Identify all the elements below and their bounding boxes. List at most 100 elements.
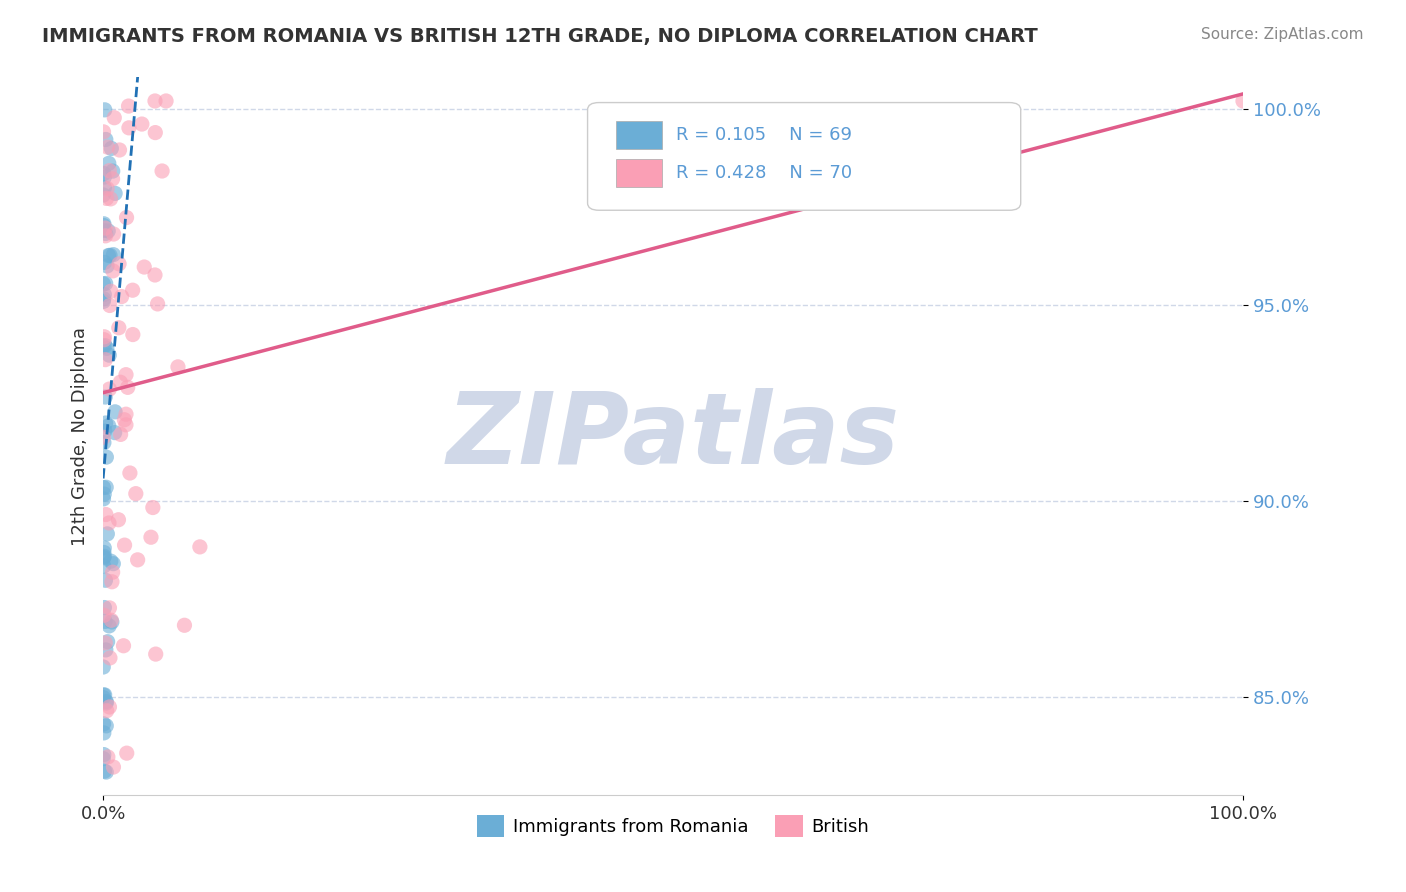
British: [108, 143, 131, 157]
Immigrants from Romania: [93, 600, 115, 615]
Immigrants from Romania: [96, 342, 118, 356]
Immigrants from Romania: [93, 487, 115, 501]
Immigrants from Romania: [94, 227, 117, 241]
British: [108, 257, 131, 271]
Immigrants from Romania: [103, 248, 125, 262]
Immigrants from Romania: [93, 558, 115, 573]
British: [110, 289, 132, 303]
British: [98, 651, 121, 665]
Immigrants from Romania: [93, 223, 115, 237]
British: [118, 120, 141, 135]
British: [94, 228, 117, 243]
British: [93, 330, 115, 344]
Legend: Immigrants from Romania, British: Immigrants from Romania, British: [470, 807, 876, 844]
British: [93, 333, 115, 347]
Immigrants from Romania: [101, 164, 124, 178]
Text: R = 0.428    N = 70: R = 0.428 N = 70: [676, 164, 852, 182]
British: [101, 172, 124, 186]
Text: IMMIGRANTS FROM ROMANIA VS BRITISH 12TH GRADE, NO DIPLOMA CORRELATION CHART: IMMIGRANTS FROM ROMANIA VS BRITISH 12TH …: [42, 27, 1038, 45]
Immigrants from Romania: [93, 688, 115, 702]
Immigrants from Romania: [100, 554, 122, 568]
Immigrants from Romania: [93, 339, 115, 353]
Immigrants from Romania: [94, 424, 117, 438]
Immigrants from Romania: [98, 248, 121, 262]
British: [110, 427, 132, 442]
British: [98, 163, 121, 178]
Immigrants from Romania: [93, 491, 115, 506]
British: [118, 466, 141, 480]
Immigrants from Romania: [96, 765, 118, 780]
British: [93, 125, 115, 139]
Immigrants from Romania: [96, 696, 118, 710]
British: [96, 191, 118, 205]
Immigrants from Romania: [93, 549, 115, 564]
Immigrants from Romania: [96, 259, 118, 273]
Text: ZIPatlas: ZIPatlas: [447, 388, 900, 485]
Immigrants from Romania: [97, 224, 120, 238]
Immigrants from Romania: [93, 688, 115, 702]
British: [94, 508, 117, 522]
Immigrants from Romania: [93, 541, 115, 555]
Immigrants from Romania: [93, 716, 115, 731]
British: [101, 574, 124, 589]
British: [100, 192, 122, 206]
British: [98, 600, 121, 615]
Immigrants from Romania: [93, 726, 115, 740]
Immigrants from Romania: [93, 481, 115, 495]
FancyBboxPatch shape: [616, 159, 662, 187]
Immigrants from Romania: [93, 170, 115, 185]
British: [155, 94, 177, 108]
British: [1232, 94, 1254, 108]
Immigrants from Romania: [96, 450, 118, 464]
British: [112, 639, 135, 653]
British: [114, 538, 136, 552]
British: [143, 126, 166, 140]
British: [117, 99, 139, 113]
British: [101, 264, 124, 278]
Immigrants from Romania: [98, 619, 121, 633]
Immigrants from Romania: [104, 425, 127, 440]
Immigrants from Romania: [96, 719, 118, 733]
Immigrants from Romania: [94, 643, 117, 657]
Immigrants from Romania: [101, 615, 124, 629]
British: [125, 486, 148, 500]
Immigrants from Romania: [93, 103, 115, 117]
British: [96, 181, 118, 195]
British: [96, 140, 118, 154]
British: [100, 613, 122, 627]
Immigrants from Romania: [91, 751, 114, 765]
British: [167, 359, 190, 374]
Immigrants from Romania: [104, 186, 127, 201]
British: [100, 285, 122, 299]
British: [134, 260, 156, 274]
Immigrants from Romania: [96, 480, 118, 494]
British: [115, 417, 138, 432]
British: [110, 376, 132, 390]
British: [98, 700, 121, 714]
Immigrants from Romania: [94, 338, 117, 352]
Immigrants from Romania: [93, 166, 115, 180]
Immigrants from Romania: [97, 634, 120, 648]
British: [103, 227, 125, 241]
Immigrants from Romania: [100, 141, 122, 155]
Immigrants from Romania: [98, 348, 121, 362]
Immigrants from Romania: [93, 747, 115, 762]
Immigrants from Romania: [94, 615, 117, 629]
British: [94, 636, 117, 650]
British: [117, 380, 139, 394]
Immigrants from Romania: [93, 287, 115, 301]
British: [115, 368, 138, 382]
Immigrants from Romania: [91, 690, 114, 705]
Immigrants from Romania: [97, 418, 120, 433]
British: [91, 430, 114, 444]
Text: Source: ZipAtlas.com: Source: ZipAtlas.com: [1201, 27, 1364, 42]
British: [98, 382, 121, 396]
British: [188, 540, 211, 554]
British: [131, 117, 153, 131]
British: [98, 516, 121, 530]
Y-axis label: 12th Grade, No Diploma: 12th Grade, No Diploma: [72, 327, 89, 546]
British: [103, 111, 125, 125]
British: [143, 268, 166, 282]
British: [115, 746, 138, 760]
Immigrants from Romania: [91, 277, 114, 291]
